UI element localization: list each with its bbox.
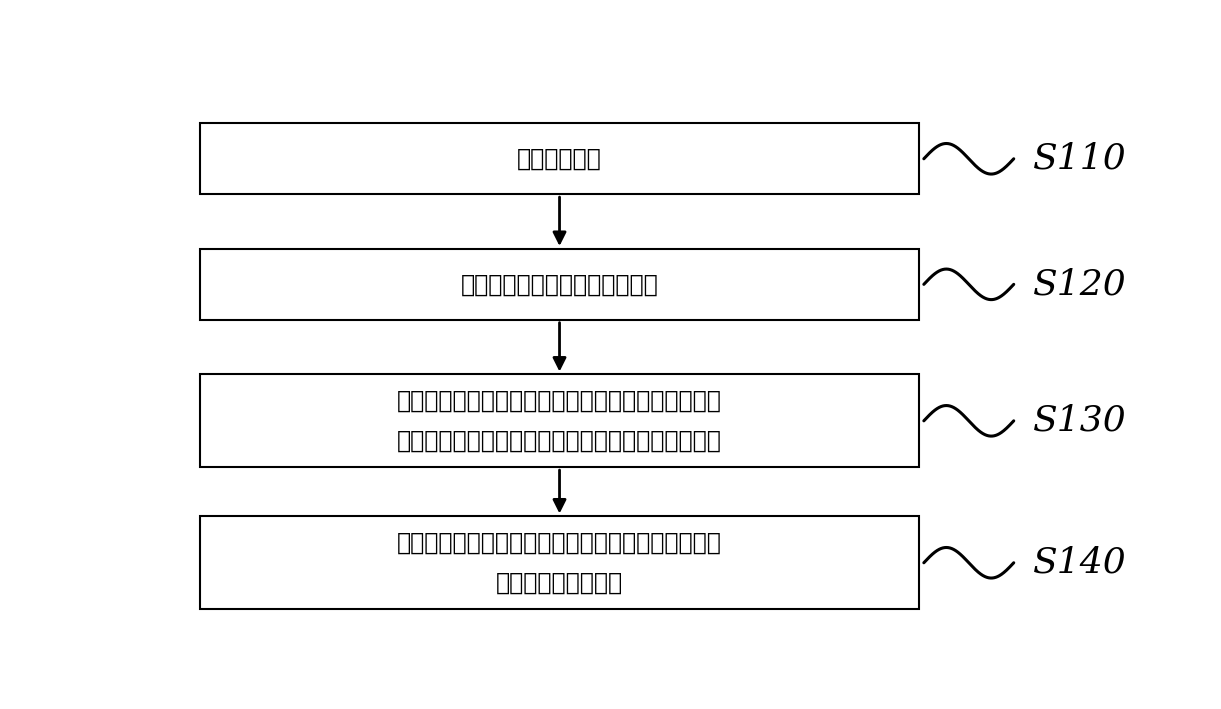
FancyBboxPatch shape xyxy=(200,374,919,467)
FancyBboxPatch shape xyxy=(200,123,919,194)
Text: 确定转向管柱是否发生高频回转: 确定转向管柱是否发生高频回转 xyxy=(460,272,658,296)
Text: S110: S110 xyxy=(1033,142,1127,176)
Text: 在所获得的车轮转速大于车轮转速预设阈值且确定转
向管柱发生高频回转的情况下，确定方向盘发生摆振: 在所获得的车轮转速大于车轮转速预设阈值且确定转 向管柱发生高频回转的情况下，确定… xyxy=(397,389,722,452)
Text: S140: S140 xyxy=(1033,546,1127,580)
Text: S130: S130 xyxy=(1033,404,1127,438)
Text: 获得车轮转速: 获得车轮转速 xyxy=(518,147,602,171)
Text: S120: S120 xyxy=(1033,267,1127,301)
Text: 在确定方向盘发生摆振的情况下，减少液压转向器中
流动的转向液的流量: 在确定方向盘发生摆振的情况下，减少液压转向器中 流动的转向液的流量 xyxy=(397,531,722,594)
FancyBboxPatch shape xyxy=(200,516,919,609)
FancyBboxPatch shape xyxy=(200,249,919,320)
